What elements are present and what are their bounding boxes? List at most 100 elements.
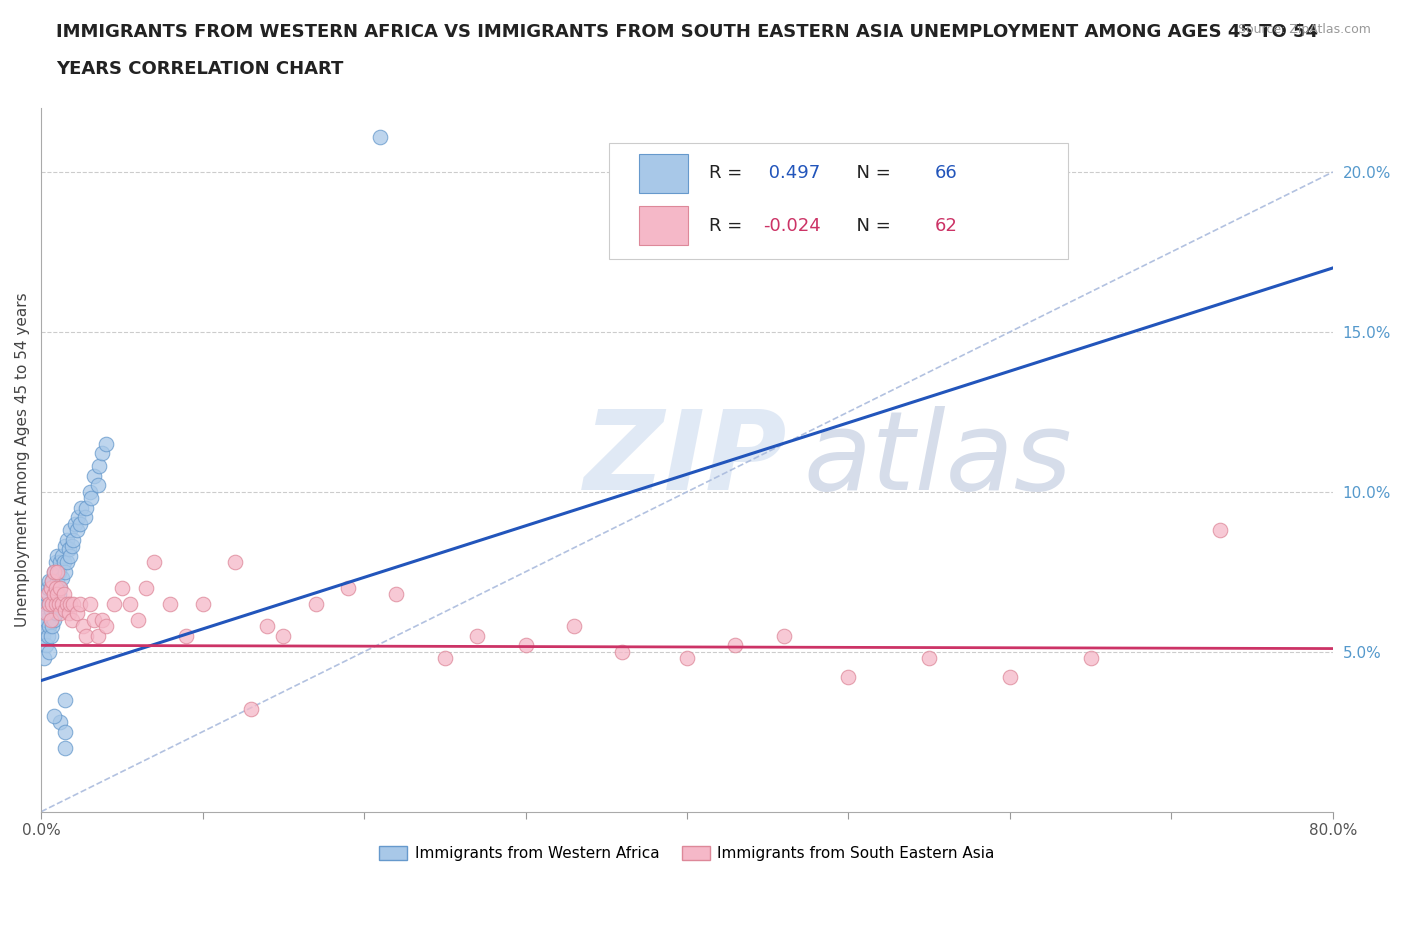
Point	[49, 606, 72, 621]
Text: atlas: atlas	[803, 406, 1071, 513]
Point	[48, 565, 70, 579]
Point	[837, 670, 859, 684]
Point	[562, 618, 585, 633]
Point	[46, 596, 69, 611]
Point	[37, 606, 59, 621]
Text: 0.497: 0.497	[763, 165, 821, 182]
Point	[38, 596, 60, 611]
Point	[42, 612, 65, 627]
Point	[48, 587, 70, 602]
Point	[83, 612, 105, 627]
Point	[256, 618, 278, 633]
Point	[224, 555, 246, 570]
Point	[75, 500, 97, 515]
Text: Source: ZipAtlas.com: Source: ZipAtlas.com	[1237, 23, 1371, 36]
Point	[46, 574, 69, 589]
Point	[465, 629, 488, 644]
Point	[56, 555, 79, 570]
Point	[45, 580, 67, 595]
FancyBboxPatch shape	[609, 143, 1069, 259]
Point	[58, 542, 80, 557]
Point	[31, 629, 53, 644]
Point	[53, 603, 76, 618]
Point	[159, 596, 181, 611]
Point	[38, 618, 60, 633]
Point	[53, 740, 76, 755]
Point	[60, 612, 83, 627]
Point	[103, 596, 125, 611]
Point	[80, 491, 103, 506]
Point	[60, 538, 83, 553]
Point	[135, 580, 157, 595]
Point	[53, 692, 76, 707]
Point	[49, 714, 72, 729]
Point	[62, 532, 84, 547]
Point	[52, 555, 75, 570]
Legend: Immigrants from Western Africa, Immigrants from South Eastern Asia: Immigrants from Western Africa, Immigran…	[374, 840, 1001, 868]
Point	[70, 500, 93, 515]
Point	[72, 618, 94, 633]
Point	[75, 629, 97, 644]
Point	[91, 612, 114, 627]
Point	[143, 555, 166, 570]
Point	[31, 612, 53, 627]
Point	[918, 651, 941, 666]
Point	[46, 587, 69, 602]
Point	[51, 549, 73, 564]
Point	[39, 580, 62, 595]
Point	[515, 638, 537, 653]
Point	[51, 596, 73, 611]
Point	[35, 612, 58, 627]
Point	[34, 596, 56, 611]
Point	[111, 580, 134, 595]
Point	[45, 606, 67, 621]
Point	[385, 587, 408, 602]
Point	[48, 596, 70, 611]
Point	[304, 596, 326, 611]
Point	[69, 516, 91, 531]
Text: 62: 62	[935, 217, 957, 234]
Point	[240, 702, 263, 717]
Bar	[640, 206, 689, 245]
Point	[59, 523, 82, 538]
Point	[39, 612, 62, 627]
Point	[49, 580, 72, 595]
Point	[39, 603, 62, 618]
Point	[46, 549, 69, 564]
Point	[86, 629, 108, 644]
Point	[35, 606, 58, 621]
Point	[127, 612, 149, 627]
Text: N =: N =	[845, 165, 896, 182]
Point	[336, 580, 359, 595]
Point	[1080, 651, 1102, 666]
Point	[86, 478, 108, 493]
Point	[49, 555, 72, 570]
Point	[94, 436, 117, 451]
Point	[67, 510, 90, 525]
Point	[37, 580, 59, 595]
Point	[724, 638, 747, 653]
Text: R =: R =	[709, 217, 748, 234]
Point	[176, 629, 198, 644]
Text: R =: R =	[709, 165, 748, 182]
Point	[42, 587, 65, 602]
Point	[79, 485, 101, 499]
Point	[42, 709, 65, 724]
Point	[37, 629, 59, 644]
Point	[773, 629, 796, 644]
Text: -0.024: -0.024	[763, 217, 821, 234]
Point	[58, 606, 80, 621]
Point	[39, 580, 62, 595]
Point	[56, 532, 79, 547]
Point	[46, 565, 69, 579]
Point	[42, 565, 65, 579]
Point	[273, 629, 295, 644]
Point	[89, 458, 111, 473]
Point	[53, 538, 76, 553]
Point	[45, 596, 67, 611]
Point	[433, 651, 456, 666]
Point	[38, 574, 60, 589]
Point	[35, 638, 58, 653]
Bar	[640, 154, 689, 193]
Point	[49, 580, 72, 595]
